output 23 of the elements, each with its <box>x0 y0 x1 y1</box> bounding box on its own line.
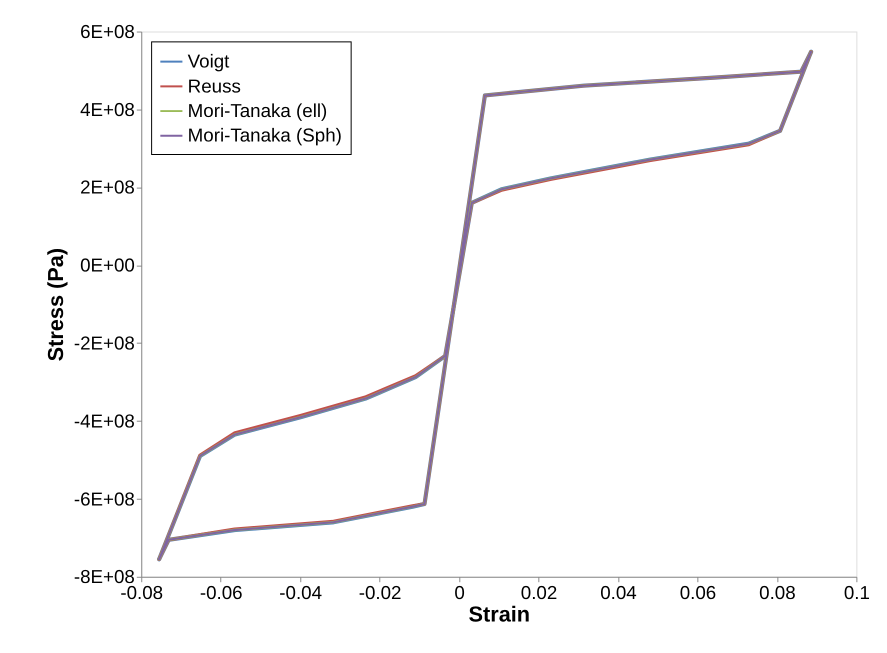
x-tick-label: -0.06 <box>200 582 243 604</box>
x-tick-label: -0.02 <box>358 582 402 604</box>
x-tick-label: 0.1 <box>844 582 870 604</box>
y-tick-label: -6E+08 <box>74 488 135 510</box>
y-tick-label: 0E+00 <box>80 254 135 276</box>
y-tick-label: -4E+08 <box>74 410 135 432</box>
y-tick-label: 4E+08 <box>80 98 135 120</box>
y-axis-title: Stress (Pa) <box>42 248 68 362</box>
y-tick-label: -2E+08 <box>74 332 135 354</box>
legend-label: Mori-Tanaka (Sph) <box>188 124 342 146</box>
y-tick-label: 2E+08 <box>80 176 135 198</box>
x-axis-title: Strain <box>468 602 530 627</box>
x-tick-label: -0.04 <box>279 582 322 604</box>
x-tick-label: 0.06 <box>680 582 716 604</box>
legend-label: Reuss <box>188 75 241 96</box>
x-tick-label: 0 <box>454 582 465 604</box>
x-tick-label: 0.08 <box>759 582 796 604</box>
legend-label: Voigt <box>188 50 230 72</box>
x-tick-label: 0.04 <box>600 582 637 604</box>
y-tick-label: 6E+08 <box>80 20 135 42</box>
x-tick-label: -0.08 <box>120 582 164 604</box>
x-tick-label: 0.02 <box>520 582 558 604</box>
legend-label: Mori-Tanaka (ell) <box>188 100 328 121</box>
